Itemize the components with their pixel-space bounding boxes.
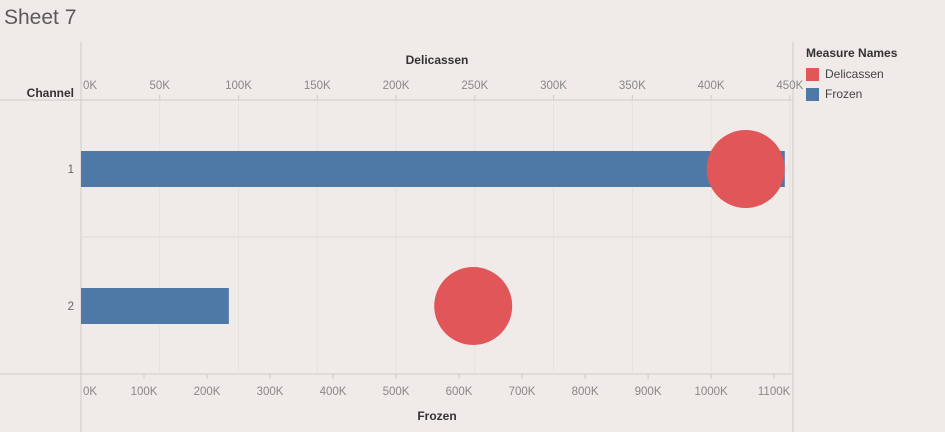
bottom-axis-tick-label: 1000K (694, 386, 728, 398)
top-axis-tick-label: 0K (83, 80, 97, 92)
bottom-axis-title: Frozen (417, 409, 456, 423)
top-axis-tick-label: 450K (776, 80, 803, 92)
bottom-axis-tick-label: 200K (194, 386, 221, 398)
top-axis-tick-label: 50K (150, 80, 171, 92)
top-axis-tick-label: 400K (698, 80, 725, 92)
top-axis-tick-label: 350K (619, 80, 646, 92)
bottom-axis-tick-label: 300K (257, 386, 284, 398)
delicassen-circle (434, 267, 513, 345)
frozen-bar (81, 288, 229, 324)
legend-swatch-delicassen (806, 67, 819, 81)
legend-title: Measure Names (806, 46, 898, 60)
bottom-axis-tick-label: 100K (131, 386, 158, 398)
bottom-axis-tick-label: 700K (509, 386, 536, 398)
top-axis-tick-label: 150K (304, 80, 331, 92)
frozen-bar (81, 151, 785, 187)
legend-swatch-frozen (806, 87, 819, 101)
legend-item-delicassen[interactable]: Delicassen (806, 64, 897, 84)
bottom-axis-tick-label: 500K (383, 386, 410, 398)
sheet-title: Sheet 7 (4, 6, 77, 29)
delicassen-circle (706, 130, 785, 208)
row-label: 1 (68, 164, 74, 176)
bottom-axis-tick-label: 900K (635, 386, 662, 398)
row-header: Channel (27, 86, 74, 100)
bottom-axis-tick-label: 400K (320, 386, 347, 398)
top-axis-tick-label: 300K (540, 80, 567, 92)
bottom-axis-tick-label: 600K (446, 386, 473, 398)
top-axis-tick-label: 100K (225, 80, 252, 92)
bottom-axis-tick-label: 1100K (758, 386, 791, 398)
legend-label: Delicassen (825, 67, 884, 81)
legend-label: Frozen (825, 87, 863, 101)
legend: Measure Names Delicassen Frozen (806, 46, 897, 104)
top-axis-tick-label: 200K (383, 80, 410, 92)
bottom-axis-tick-label: 0K (83, 386, 97, 398)
bottom-axis-tick-label: 800K (572, 386, 599, 398)
legend-item-frozen[interactable]: Frozen (806, 84, 897, 104)
row-label: 2 (68, 301, 74, 313)
top-axis-tick-label: 250K (461, 80, 488, 92)
top-axis-title: Delicassen (406, 53, 469, 67)
